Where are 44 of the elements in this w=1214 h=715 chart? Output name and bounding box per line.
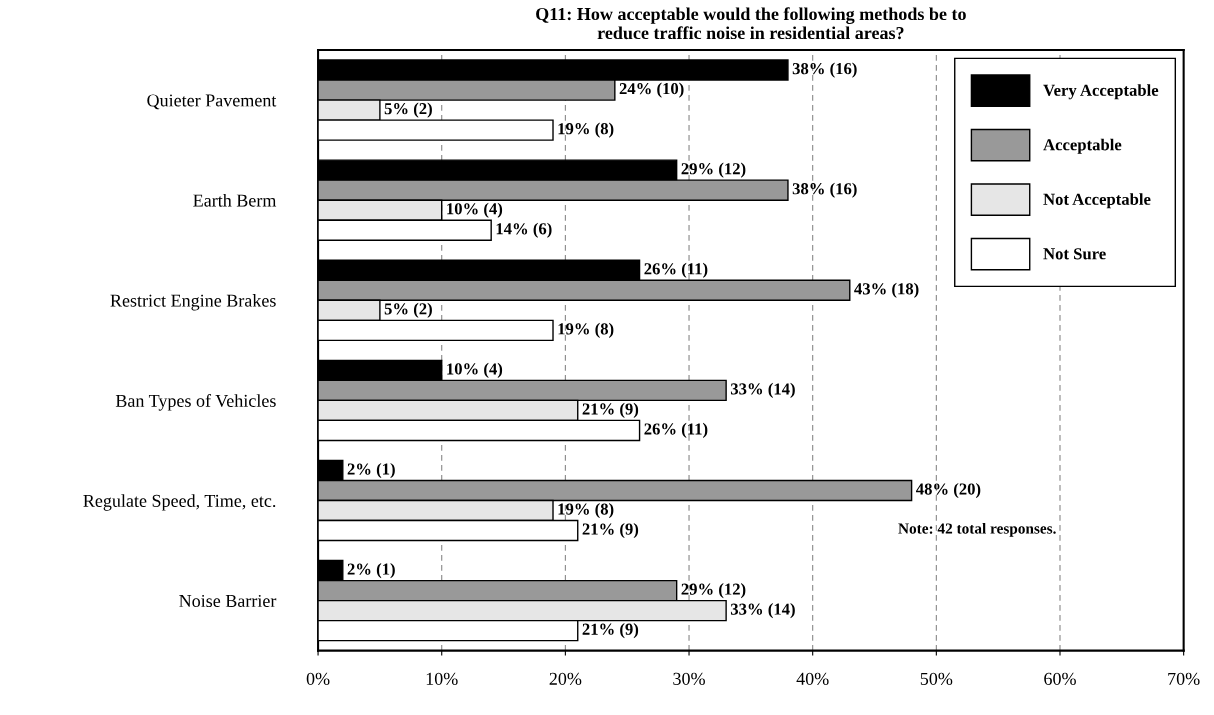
data-label: 10% (4) <box>447 362 503 378</box>
data-label: 29% (12) <box>681 162 746 178</box>
x-tick-label: 30% <box>673 672 705 685</box>
x-tick-label: 60% <box>1044 672 1076 685</box>
data-label: 33% (14) <box>730 603 795 619</box>
legend-label: Not Acceptable <box>1043 193 1151 209</box>
annotation: Note: 42 total responses. <box>898 522 1056 537</box>
y-tick-label: Ban Types of Vehicles <box>115 394 276 411</box>
data-label: 21% (9) <box>582 623 639 639</box>
data-label: 48% (20) <box>916 482 981 499</box>
data-label: 19% (8) <box>558 502 614 519</box>
x-tick-label: 10% <box>426 672 458 685</box>
y-tick-label: Earth Berm <box>193 193 277 207</box>
data-label: 24% (10) <box>619 82 684 98</box>
chart-title: Q11: How acceptable would the following methods be to reduce traffic noise in residential areas? <box>536 7 966 40</box>
data-label: 19% (8) <box>558 122 614 138</box>
x-tick-label: 20% <box>549 672 582 685</box>
x-tick-label: 40% <box>796 672 829 685</box>
y-tick-label: Noise Barrier <box>179 594 277 608</box>
x-tick-label: 70% <box>1168 672 1200 685</box>
data-label: 38% (16) <box>792 182 857 198</box>
data-label: 21% (9) <box>582 402 639 418</box>
data-label: 5% (2) <box>384 102 432 118</box>
data-label: 10% (4) <box>447 202 503 218</box>
data-label: 2% (1) <box>347 462 395 479</box>
data-label: 5% (2) <box>384 302 432 318</box>
legend-label: Not Sure <box>1043 248 1106 260</box>
legend-label: Acceptable <box>1043 138 1122 154</box>
data-label: 2% (1) <box>347 563 395 579</box>
data-label: 21% (9) <box>582 522 639 539</box>
data-label: 26% (11) <box>644 422 708 438</box>
data-label: 29% (12) <box>681 583 746 599</box>
x-tick-label: 50% <box>920 672 953 685</box>
data-label: 43% (18) <box>854 282 919 298</box>
legend-label: Very Acceptable <box>1043 84 1159 100</box>
y-tick-label: Restrict Engine Brakes <box>110 294 276 311</box>
data-label: 33% (14) <box>730 382 795 398</box>
data-label: 14% (6) <box>496 222 552 238</box>
y-tick-label: Regulate Speed, Time, etc. <box>83 494 276 511</box>
data-label: 26% (11) <box>644 262 708 278</box>
y-tick-label: Quieter Pavement <box>147 94 277 110</box>
data-label: 19% (8) <box>558 322 614 338</box>
x-tick-label: 0% <box>306 672 330 685</box>
data-label: 38% (16) <box>792 62 857 78</box>
